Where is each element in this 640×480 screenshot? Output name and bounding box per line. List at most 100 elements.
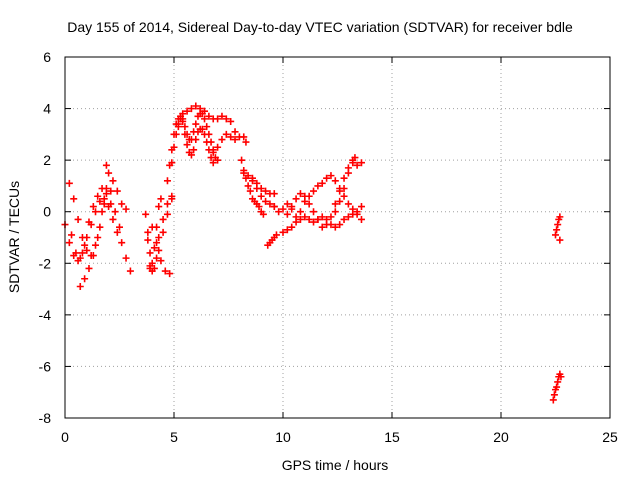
data-point — [344, 169, 352, 177]
data-point — [109, 177, 117, 185]
data-point — [240, 133, 248, 141]
x-tick-label: 0 — [61, 429, 69, 445]
data-point — [205, 112, 213, 120]
data-point — [305, 200, 313, 208]
data-point — [336, 221, 344, 229]
data-point — [549, 396, 557, 404]
data-point — [292, 195, 300, 203]
data-point — [214, 115, 222, 123]
data-point — [89, 252, 97, 260]
data-point — [190, 146, 198, 154]
data-point — [357, 203, 365, 211]
data-point — [113, 187, 121, 195]
data-point — [336, 187, 344, 195]
data-point — [238, 156, 246, 164]
data-point — [207, 138, 215, 146]
data-point — [331, 177, 339, 185]
data-point — [102, 161, 110, 169]
data-point — [76, 282, 84, 290]
data-point — [181, 123, 189, 131]
y-tick-label: 0 — [43, 204, 51, 220]
data-point — [242, 138, 250, 146]
data-point — [357, 215, 365, 223]
data-point — [218, 136, 226, 144]
data-point — [203, 123, 211, 131]
data-point — [144, 236, 152, 244]
data-point — [222, 130, 230, 138]
data-point — [340, 192, 348, 200]
data-point — [331, 200, 339, 208]
data-point — [192, 120, 200, 128]
data-point — [262, 187, 270, 195]
data-point — [246, 187, 254, 195]
data-point — [214, 156, 222, 164]
data-point — [214, 143, 222, 151]
data-point — [118, 200, 126, 208]
x-tick-label: 10 — [275, 429, 291, 445]
data-point — [163, 210, 171, 218]
y-tick-label: 4 — [43, 101, 51, 117]
data-point — [209, 148, 217, 156]
data-point — [272, 231, 280, 239]
data-point — [187, 151, 195, 159]
data-point — [262, 197, 270, 205]
data-point — [107, 200, 115, 208]
data-point — [150, 264, 158, 272]
data-point — [209, 159, 217, 167]
data-point — [183, 130, 191, 138]
data-point — [94, 192, 102, 200]
data-point — [109, 215, 117, 223]
data-point — [344, 213, 352, 221]
y-tick-label: -4 — [39, 307, 52, 323]
data-point — [96, 223, 104, 231]
data-point — [72, 249, 80, 257]
data-point — [116, 223, 123, 231]
data-point — [553, 383, 561, 391]
data-point — [288, 223, 296, 231]
data-point — [323, 174, 331, 182]
data-point — [161, 267, 169, 275]
data-point — [553, 226, 561, 234]
data-point — [107, 187, 115, 195]
data-point — [310, 208, 318, 216]
data-point — [231, 136, 239, 144]
data-point — [187, 105, 195, 113]
data-point — [292, 218, 300, 226]
x-tick-label: 25 — [602, 429, 618, 445]
data-point — [310, 218, 318, 226]
data-point — [85, 218, 93, 226]
data-point — [122, 205, 130, 213]
data-point — [270, 203, 278, 211]
data-point — [170, 143, 178, 151]
data-point — [344, 200, 352, 208]
data-point — [283, 200, 291, 208]
data-point — [155, 234, 163, 241]
data-point — [105, 169, 113, 177]
data-point — [283, 226, 291, 234]
data-point — [74, 215, 82, 223]
x-tick-label: 5 — [170, 429, 178, 445]
data-point — [301, 192, 309, 200]
data-point — [155, 203, 163, 211]
data-point — [244, 182, 252, 190]
y-tick-label: -8 — [39, 410, 52, 426]
x-axis-label: GPS time / hours — [281, 457, 389, 473]
data-point — [70, 195, 78, 203]
data-point — [279, 205, 287, 213]
data-point — [157, 257, 165, 265]
data-point — [192, 102, 200, 110]
data-point — [259, 210, 267, 218]
y-tick-label: -2 — [39, 255, 52, 271]
data-point — [340, 215, 348, 223]
data-point — [205, 130, 213, 138]
data-point — [318, 179, 326, 187]
data-point — [240, 169, 248, 177]
data-point — [349, 205, 357, 213]
data-point — [244, 172, 252, 180]
data-point — [78, 249, 86, 257]
data-point — [96, 197, 104, 205]
data-point — [76, 254, 84, 262]
y-tick-label: 6 — [43, 49, 51, 65]
data-point — [118, 239, 126, 247]
